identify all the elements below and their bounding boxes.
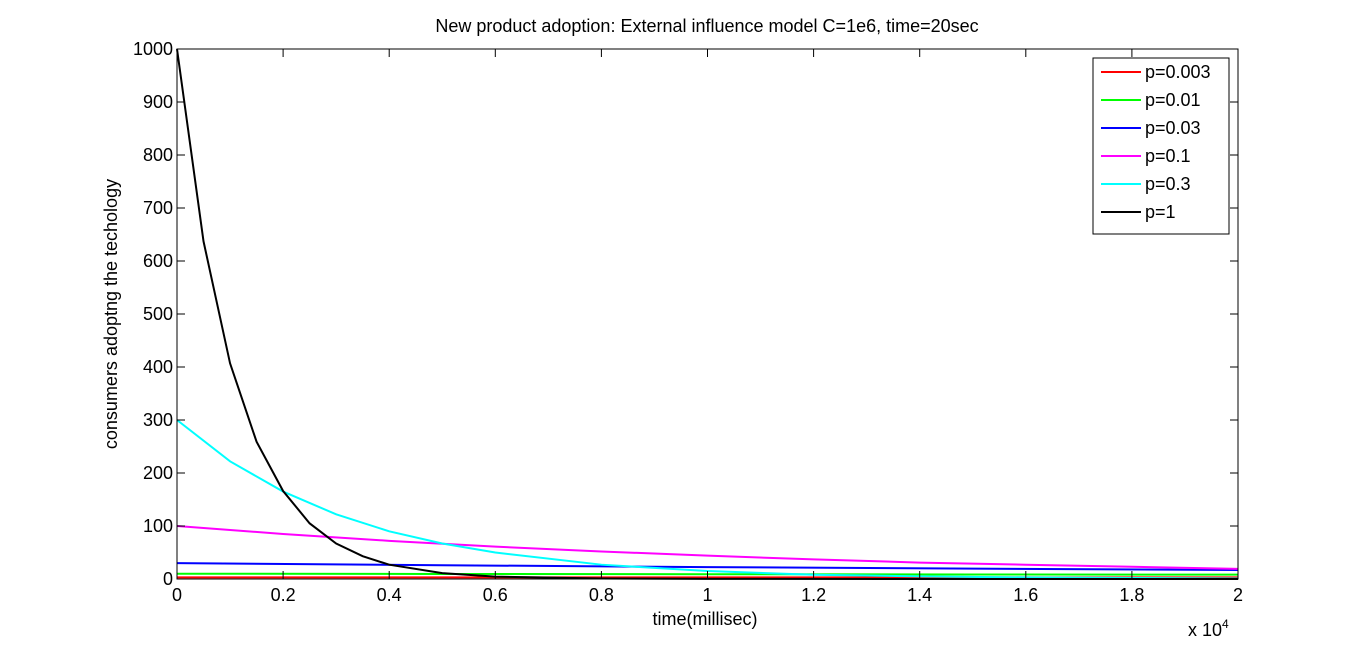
legend-box [1092, 57, 1230, 235]
legend-label: p=0.3 [1145, 174, 1191, 194]
y-axis-label: consumers adoptng the techology [101, 179, 121, 449]
x-tick-label: 1.8 [1119, 585, 1144, 605]
plot-area [177, 49, 1238, 579]
x-tick-label: 1 [702, 585, 712, 605]
x-tick-label: 2 [1233, 585, 1243, 605]
series-line-p-0-03 [176, 562, 1239, 571]
legend: p=0.003 p=0.01 p=0.03 p=0.1 p=0.3 p=1 [1092, 57, 1230, 235]
legend-label: p=0.03 [1145, 118, 1201, 138]
x-tick-label: 1.4 [907, 585, 932, 605]
x-axis-multiplier-exponent: 4 [1222, 617, 1229, 631]
y-tick-label: 0 [163, 569, 173, 589]
y-tick-label: 700 [143, 198, 173, 218]
legend-label: p=0.003 [1145, 62, 1211, 82]
y-tick-label: 600 [143, 251, 173, 271]
chart-title: New product adoption: External influence… [435, 16, 978, 36]
series-line-p-0-1 [176, 525, 1239, 570]
x-tick-label: 0.8 [589, 585, 614, 605]
x-tick-label: 1.2 [801, 585, 826, 605]
legend-label: p=1 [1145, 202, 1176, 222]
x-axis-multiplier-base: x 10 [1188, 620, 1222, 640]
x-tick-label: 0 [172, 585, 182, 605]
x-axis-label: time(millisec) [653, 609, 758, 629]
series-line-p-0-3 [176, 419, 1239, 580]
y-tick-label: 1000 [133, 39, 173, 59]
x-axis-multiplier: x 104 [1188, 617, 1229, 640]
axes: 0 0.2 0.4 0.6 0.8 1 1.2 1.4 1.6 1.8 2 0 100 200 300 400… [133, 39, 1243, 605]
legend-label: p=0.1 [1145, 146, 1191, 166]
y-tick-label: 900 [143, 92, 173, 112]
y-tick-label: 800 [143, 145, 173, 165]
legend-label: p=0.01 [1145, 90, 1201, 110]
x-tick-label: 1.6 [1013, 585, 1038, 605]
y-tick-label: 100 [143, 516, 173, 536]
y-tick-label: 200 [143, 463, 173, 483]
y-tick-label: 400 [143, 357, 173, 377]
y-tick-label: 300 [143, 410, 173, 430]
x-tick-label: 0.4 [377, 585, 402, 605]
x-tick-label: 0.6 [483, 585, 508, 605]
x-tick-label: 0.2 [271, 585, 296, 605]
y-tick-label: 500 [143, 304, 173, 324]
